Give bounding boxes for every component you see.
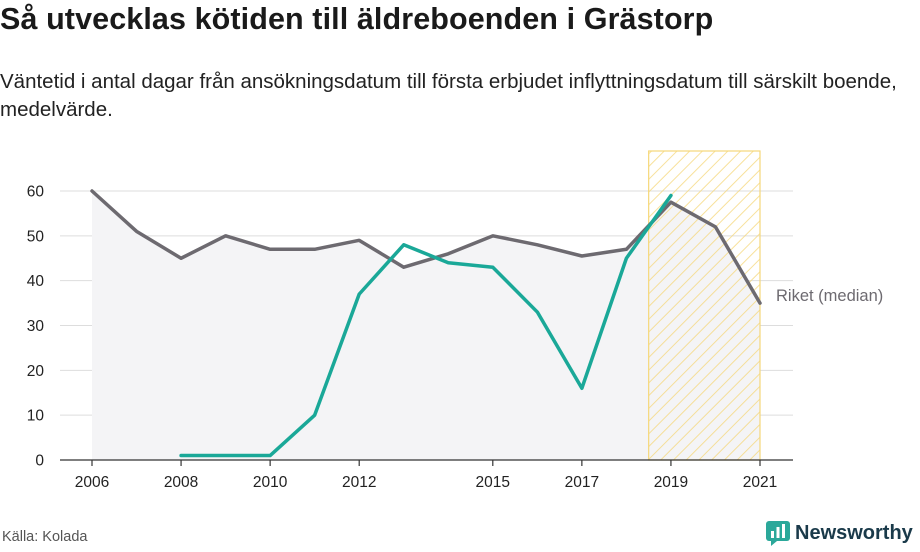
x-tick-label: 2017: [565, 474, 599, 491]
x-tick-label: 2008: [164, 474, 198, 491]
y-tick-label: 20: [27, 363, 45, 380]
series-lines: [90, 189, 762, 458]
national-area-fill: [92, 191, 760, 460]
x-tick-label: 2019: [654, 474, 688, 491]
highlight-hatch: [648, 151, 760, 460]
y-tick-label: 50: [27, 228, 45, 245]
source-note: Källa: Kolada: [2, 529, 88, 545]
y-tick-label: 40: [27, 273, 45, 290]
logo-text: Newsworthy: [795, 521, 913, 544]
y-tick-label: 10: [27, 408, 45, 425]
highlight-period: [648, 150, 761, 461]
x-tick-label: 2021: [743, 474, 777, 491]
chart-subtitle: Väntetid i antal dagar från ansökningsda…: [0, 70, 897, 121]
area-shading: [92, 191, 760, 460]
series-labels: Riket (median): [776, 287, 883, 305]
chart-bubble-icon: [766, 521, 790, 546]
local-line: [179, 193, 673, 458]
series-label-riket: Riket (median): [776, 287, 883, 305]
chart-title: Så utvecklas kötiden till äldreboenden i…: [0, 2, 714, 36]
newsworthy-logo: Newsworthy: [765, 520, 913, 546]
y-tick-label: 60: [27, 184, 45, 201]
y-tick-label: 30: [27, 318, 45, 335]
x-tick-label: 2015: [476, 474, 510, 491]
axes: 0 10 20 30 40 50 60 2006 2008 2010 2012 2015 2017 201…: [27, 184, 793, 491]
x-tick-label: 2010: [253, 474, 288, 491]
x-tick-label: 2006: [75, 474, 109, 491]
x-tick-label: 2012: [342, 474, 376, 491]
y-tick-label: 0: [35, 453, 44, 470]
